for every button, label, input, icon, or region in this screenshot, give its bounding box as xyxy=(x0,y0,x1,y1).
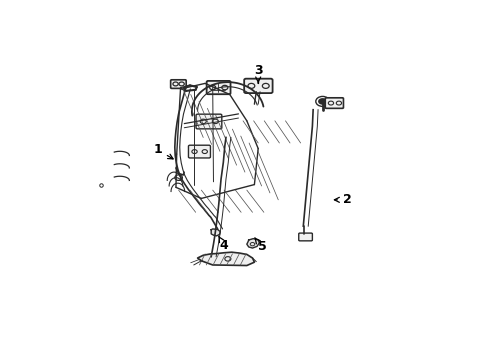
Text: 4: 4 xyxy=(218,236,228,252)
FancyBboxPatch shape xyxy=(298,233,312,241)
Circle shape xyxy=(317,98,326,105)
FancyBboxPatch shape xyxy=(196,114,222,129)
FancyBboxPatch shape xyxy=(170,80,186,89)
Text: 1: 1 xyxy=(153,143,173,159)
FancyBboxPatch shape xyxy=(188,145,210,158)
Polygon shape xyxy=(211,229,220,236)
Text: 3: 3 xyxy=(253,64,262,83)
Text: 5: 5 xyxy=(254,238,266,253)
Text: 2: 2 xyxy=(334,193,351,206)
FancyBboxPatch shape xyxy=(244,79,272,93)
FancyBboxPatch shape xyxy=(206,81,230,94)
Polygon shape xyxy=(246,239,259,248)
FancyBboxPatch shape xyxy=(325,98,343,108)
Polygon shape xyxy=(197,252,254,266)
